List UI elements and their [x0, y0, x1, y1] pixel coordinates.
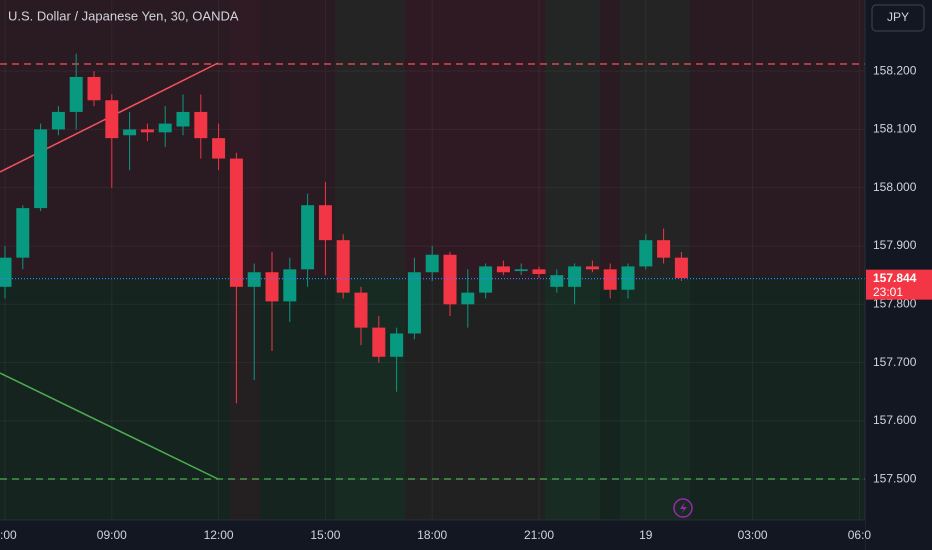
x-tick-label: 15:00	[310, 528, 340, 542]
candle-body	[318, 205, 332, 241]
candle-body	[283, 269, 297, 302]
x-tick-label: 19	[639, 528, 653, 542]
candle-body	[390, 333, 404, 357]
candle-body	[301, 205, 315, 270]
candle-body	[657, 240, 671, 258]
x-tick-label: 06:0	[848, 528, 872, 542]
y-tick-label: 157.600	[873, 413, 917, 427]
candle-body	[674, 257, 688, 279]
x-tick-label: 18:00	[417, 528, 447, 542]
candle-body	[425, 254, 439, 273]
candle-body	[212, 138, 226, 159]
time-axis	[0, 520, 865, 550]
candle-body	[229, 158, 243, 287]
candle-body	[123, 129, 137, 136]
last-price-badge	[866, 269, 932, 300]
countdown-label: 23:01	[873, 285, 903, 299]
candle-body	[16, 208, 30, 258]
candle-body	[603, 269, 617, 290]
shade-band	[545, 0, 600, 520]
candle-body	[568, 266, 582, 287]
y-tick-label: 157.700	[873, 355, 917, 369]
x-tick-label: 12:00	[204, 528, 234, 542]
alert-icon[interactable]	[673, 498, 693, 518]
trend-line-lower[interactable]	[0, 372, 219, 480]
y-tick-label: 158.000	[873, 180, 917, 194]
x-tick-label: 6:00	[0, 528, 17, 542]
candle-body	[0, 257, 12, 287]
candle-body	[69, 76, 83, 112]
candle-body	[639, 240, 653, 267]
x-tick-label: 09:00	[97, 528, 127, 542]
alert-bolt[interactable]	[680, 502, 687, 514]
candle-body	[514, 269, 528, 272]
candle-body	[479, 266, 493, 293]
candle-body	[532, 269, 546, 274]
candle-body	[265, 272, 279, 302]
candle-body	[105, 100, 119, 139]
alert-circle[interactable]	[673, 498, 693, 518]
y-tick-label: 158.100	[873, 122, 917, 136]
candle-body	[336, 240, 350, 293]
candle-body	[247, 272, 261, 287]
candle-body	[550, 275, 564, 287]
x-tick-label: 21:00	[524, 528, 554, 542]
currency-button-label[interactable]: JPY	[887, 10, 909, 24]
y-tick-label: 157.900	[873, 238, 917, 252]
candle-body	[461, 292, 475, 305]
candle-body	[158, 123, 172, 133]
candle-body	[354, 292, 368, 328]
shade-upper	[0, 0, 865, 276]
candle-body	[176, 111, 190, 127]
x-tick-label: 03:00	[738, 528, 768, 542]
last-price-label: 157.844	[873, 271, 917, 285]
candle-body	[407, 272, 421, 334]
candle-body	[34, 129, 48, 209]
candle-body	[194, 111, 208, 139]
candle-body	[87, 76, 101, 101]
y-tick-label: 157.500	[873, 471, 917, 485]
y-tick-label: 157.800	[873, 296, 917, 310]
candle-body	[140, 129, 154, 133]
candle-body	[372, 327, 386, 357]
currency-button[interactable]	[871, 4, 925, 32]
candle-body	[443, 254, 457, 305]
y-tick-label: 158.200	[873, 63, 917, 77]
chart-title: U.S. Dollar / Japanese Yen, 30, OANDA	[8, 8, 239, 23]
candle-body	[51, 111, 65, 130]
candle-body	[496, 266, 510, 273]
candle-body	[585, 266, 599, 270]
